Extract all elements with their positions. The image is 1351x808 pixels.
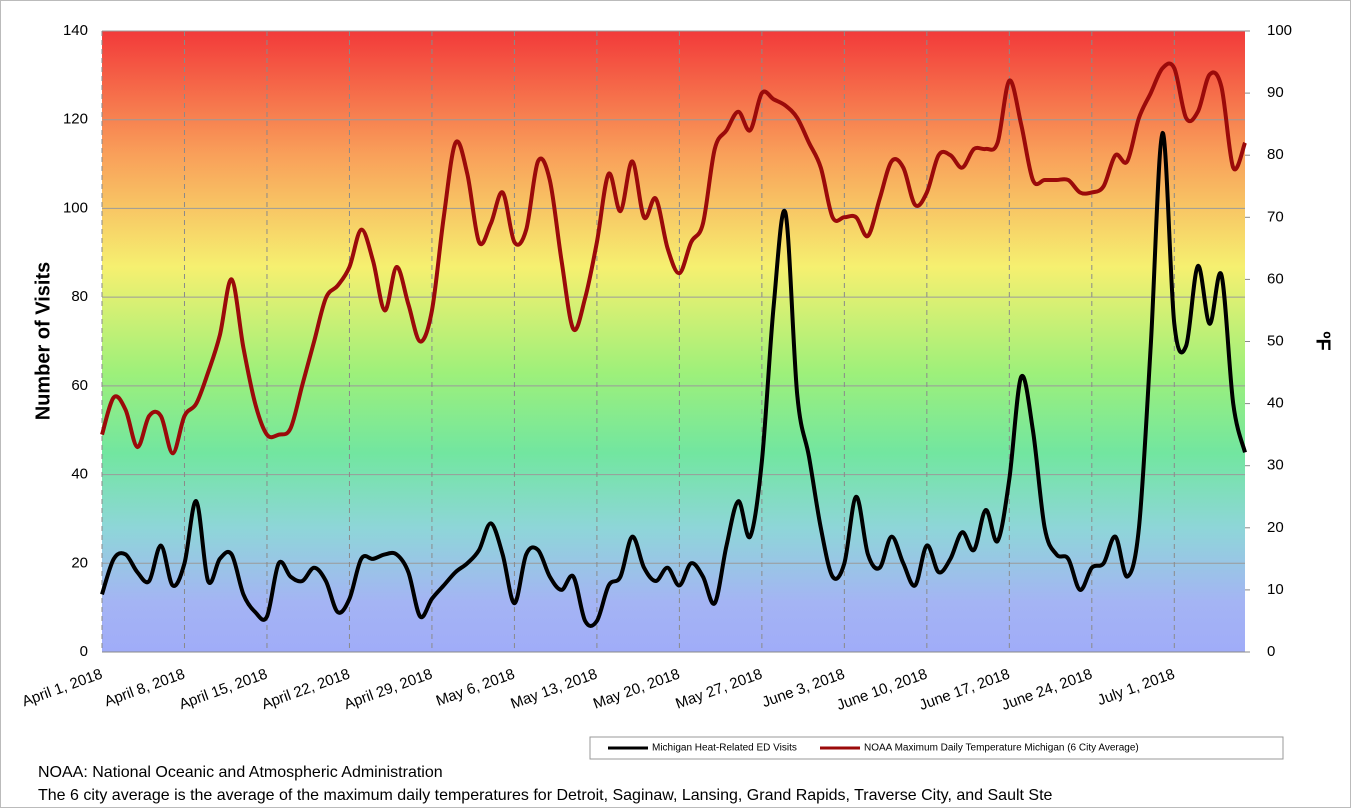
- y2-tick-label: 20: [1267, 519, 1284, 536]
- y2-axis-title: ºF: [1312, 331, 1334, 351]
- y2-tick-label: 60: [1267, 270, 1284, 287]
- note: NOAA: National Oceanic and Atmospheric A…: [38, 764, 443, 781]
- legend-label: NOAA Maximum Daily Temperature Michigan …: [864, 743, 1139, 754]
- y-axis-title: Number of Visits: [32, 262, 54, 421]
- y-tick-label: 40: [71, 466, 88, 483]
- y2-tick-label: 70: [1267, 208, 1284, 225]
- y2-tick-label: 0: [1267, 643, 1275, 660]
- legend-label: Michigan Heat-Related ED Visits: [652, 743, 797, 754]
- y2-tick-label: 80: [1267, 146, 1284, 163]
- y-tick-label: 80: [71, 288, 88, 305]
- y2-tick-label: 50: [1267, 332, 1284, 349]
- plot-background: [102, 31, 1245, 652]
- y2-tick-label: 100: [1267, 22, 1292, 39]
- y-tick-label: 20: [71, 554, 88, 571]
- y-tick-label: 100: [63, 199, 88, 216]
- legend-box: [589, 736, 1284, 760]
- y-tick-label: 120: [63, 111, 88, 128]
- y2-tick-label: 40: [1267, 395, 1284, 412]
- y2-tick-label: 10: [1267, 581, 1284, 598]
- y2-tick-label: 30: [1267, 457, 1284, 474]
- note: The 6 city average is the average of the…: [38, 787, 1053, 804]
- y-tick-label: 0: [80, 643, 88, 660]
- series-line: [100, 61, 1247, 456]
- series-line: [100, 131, 1247, 628]
- y-tick-label: 140: [63, 22, 88, 39]
- y2-tick-label: 90: [1267, 84, 1284, 101]
- y-tick-label: 60: [71, 377, 88, 394]
